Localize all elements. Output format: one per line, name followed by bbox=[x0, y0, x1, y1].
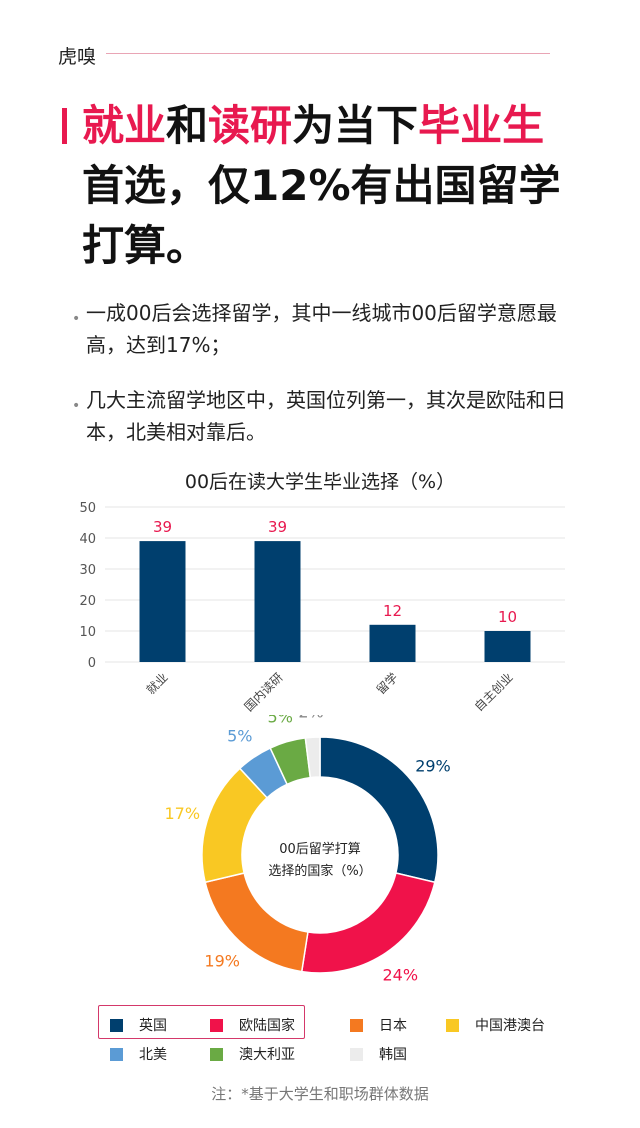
y-tick-label: 30 bbox=[79, 563, 96, 578]
legend-label: 英国 bbox=[139, 1018, 167, 1034]
title-part: 首选，仅12%有出国留学打算。 bbox=[82, 161, 561, 270]
donut-center-title: 00后留学打算 bbox=[279, 841, 361, 857]
legend-swatch bbox=[110, 1047, 123, 1061]
bullet-text: 一成00后会选择留学，其中一线城市00后留学意愿最高，达到17%； bbox=[86, 301, 557, 357]
legend-highlight-box bbox=[98, 1005, 305, 1039]
legend-swatch bbox=[446, 1018, 459, 1032]
slice-label: 24% bbox=[382, 966, 418, 985]
title-accent-bar bbox=[62, 108, 67, 144]
bar-chart: 0 10 20 30 40 50 39 就业 39 国内读研 12 留学 10 自主创业 bbox=[79, 501, 565, 714]
bullet-2: • 几大主流留学地区中，英国位列第一，其次是欧陆和日本，北美相对靠后。 bbox=[72, 384, 572, 448]
donut-center-title: 选择的国家（%） bbox=[268, 863, 371, 879]
legend-label: 澳大利亚 bbox=[239, 1047, 295, 1063]
legend-item: 北美 bbox=[110, 1044, 167, 1064]
divider bbox=[106, 53, 550, 54]
title-part: 为当下 bbox=[292, 101, 419, 150]
page-title: 就业和读研为当下毕业生首选，仅12%有出国留学打算。 bbox=[82, 96, 582, 276]
slice-label: 19% bbox=[204, 952, 240, 971]
donut-slice bbox=[300, 872, 436, 974]
legend-swatch bbox=[350, 1018, 363, 1032]
data-label: 39 bbox=[268, 518, 287, 536]
title-part: 就业 bbox=[82, 101, 167, 150]
y-tick-label: 40 bbox=[79, 532, 96, 547]
legend-item: 澳大利亚 bbox=[210, 1044, 295, 1064]
legend-swatch bbox=[350, 1047, 363, 1061]
title-part: 和 bbox=[166, 101, 209, 150]
bar-chart-title: 00后在读大学生毕业选择（%） bbox=[184, 471, 456, 493]
legend-swatch bbox=[210, 1047, 223, 1061]
slice-label: 17% bbox=[164, 804, 200, 823]
x-tick-label: 留学 bbox=[373, 670, 401, 698]
slice-label: 29% bbox=[415, 757, 451, 776]
slice-label: 5% bbox=[268, 715, 293, 727]
y-tick-label: 0 bbox=[88, 656, 96, 671]
donut-slice bbox=[304, 736, 321, 779]
slice-label: 5% bbox=[227, 726, 252, 745]
bullet-1: • 一成00后会选择留学，其中一线城市00后留学意愿最高，达到17%； bbox=[72, 297, 572, 361]
bar bbox=[139, 541, 186, 662]
x-tick-label: 国内读研 bbox=[242, 670, 286, 714]
legend-label: 北美 bbox=[139, 1047, 167, 1063]
x-tick-label: 就业 bbox=[144, 670, 171, 697]
y-tick-label: 20 bbox=[79, 594, 96, 609]
legend-item: 日本 bbox=[350, 1015, 407, 1035]
footnote: 注：*基于大学生和职场群体数据 bbox=[211, 1085, 429, 1103]
y-tick-label: 10 bbox=[79, 625, 96, 640]
legend-item: 英国 bbox=[110, 1015, 167, 1035]
legend-label: 日本 bbox=[379, 1018, 407, 1034]
legend-label: 中国港澳台 bbox=[475, 1018, 545, 1034]
legend-swatch bbox=[110, 1018, 123, 1032]
legend-item: 欧陆国家 bbox=[210, 1015, 295, 1035]
legend-item: 韩国 bbox=[350, 1044, 407, 1064]
bar bbox=[369, 624, 416, 662]
data-label: 10 bbox=[498, 608, 517, 626]
x-tick-label: 自主创业 bbox=[472, 670, 516, 714]
bullet-text: 几大主流留学地区中，英国位列第一，其次是欧陆和日本，北美相对靠后。 bbox=[86, 388, 566, 444]
data-label: 39 bbox=[153, 518, 172, 536]
legend-label: 韩国 bbox=[379, 1047, 407, 1063]
y-tick-label: 50 bbox=[79, 501, 96, 516]
slice-label: 2% bbox=[298, 715, 323, 721]
bar bbox=[254, 541, 301, 662]
title-part: 读研 bbox=[208, 101, 293, 150]
bar bbox=[484, 631, 531, 662]
data-label: 12 bbox=[383, 602, 402, 620]
brand-logo: 虎嗅 bbox=[58, 46, 97, 68]
legend-label: 欧陆国家 bbox=[239, 1018, 295, 1034]
legend-item: 中国港澳台 bbox=[446, 1015, 545, 1035]
legend-swatch bbox=[210, 1018, 223, 1032]
title-part: 毕业生 bbox=[418, 101, 545, 150]
